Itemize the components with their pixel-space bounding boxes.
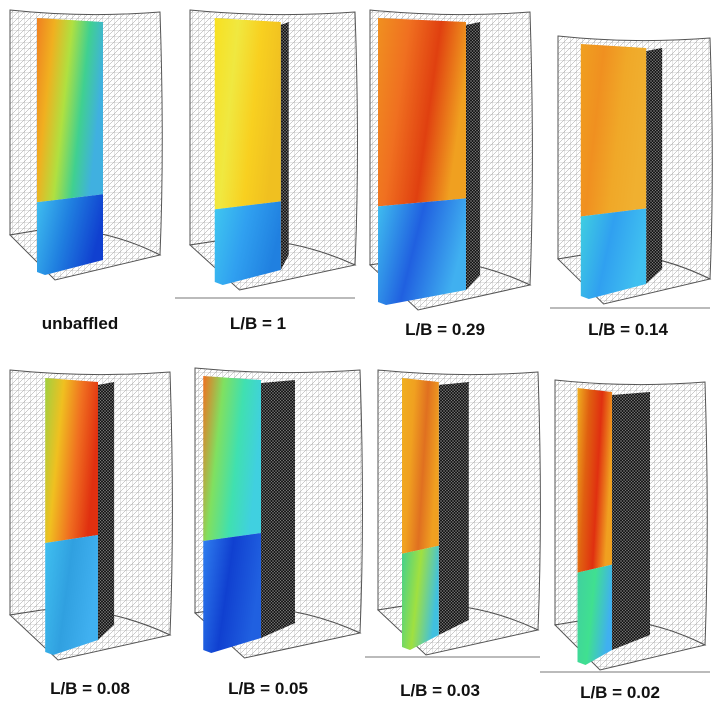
baffle <box>439 382 469 635</box>
flow-panel <box>195 368 362 658</box>
panel-label: L/B = 0.03 <box>400 681 480 700</box>
panel-label: L/B = 1 <box>230 314 286 333</box>
panel-label: L/B = 0.29 <box>405 320 485 339</box>
baffle <box>281 22 289 270</box>
panels <box>10 10 712 670</box>
panel-label: L/B = 0.14 <box>588 320 668 339</box>
baffle <box>646 48 662 284</box>
contour-upper <box>581 44 646 216</box>
contour-lower <box>378 198 466 305</box>
contour-upper <box>37 18 103 202</box>
flow-panel <box>10 10 162 280</box>
contour-lower <box>45 535 98 655</box>
contour-upper <box>378 18 466 206</box>
flow-panel <box>378 370 540 655</box>
contour-upper <box>203 376 261 541</box>
contour-lower <box>578 565 613 665</box>
contour-upper <box>402 378 439 554</box>
baffle <box>98 382 114 640</box>
contour-lower <box>203 533 261 653</box>
contour-upper <box>215 18 281 209</box>
contour-lower <box>581 208 646 299</box>
panel-label: unbaffled <box>42 314 119 333</box>
panel-label: L/B = 0.02 <box>580 683 660 702</box>
flow-panel <box>558 36 712 304</box>
contour-upper <box>45 378 98 543</box>
panel-label: L/B = 0.08 <box>50 679 130 698</box>
baffle <box>261 380 295 638</box>
baffle <box>612 392 650 650</box>
panel-label: L/B = 0.05 <box>228 679 308 698</box>
flow-panel <box>10 370 172 660</box>
flow-panel <box>190 10 357 290</box>
contour-upper <box>578 388 613 573</box>
flow-panel <box>555 380 707 670</box>
flow-panel <box>370 10 532 310</box>
figure: unbaffled L/B = 1 L/B = 0.29 L/B = 0.14 … <box>0 0 715 704</box>
contour-lower <box>402 546 439 650</box>
baffle <box>466 22 480 290</box>
contour-lower <box>215 201 281 285</box>
